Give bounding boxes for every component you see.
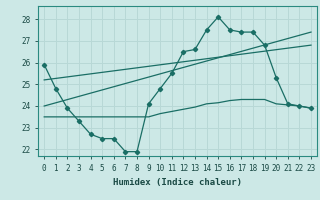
X-axis label: Humidex (Indice chaleur): Humidex (Indice chaleur): [113, 178, 242, 187]
